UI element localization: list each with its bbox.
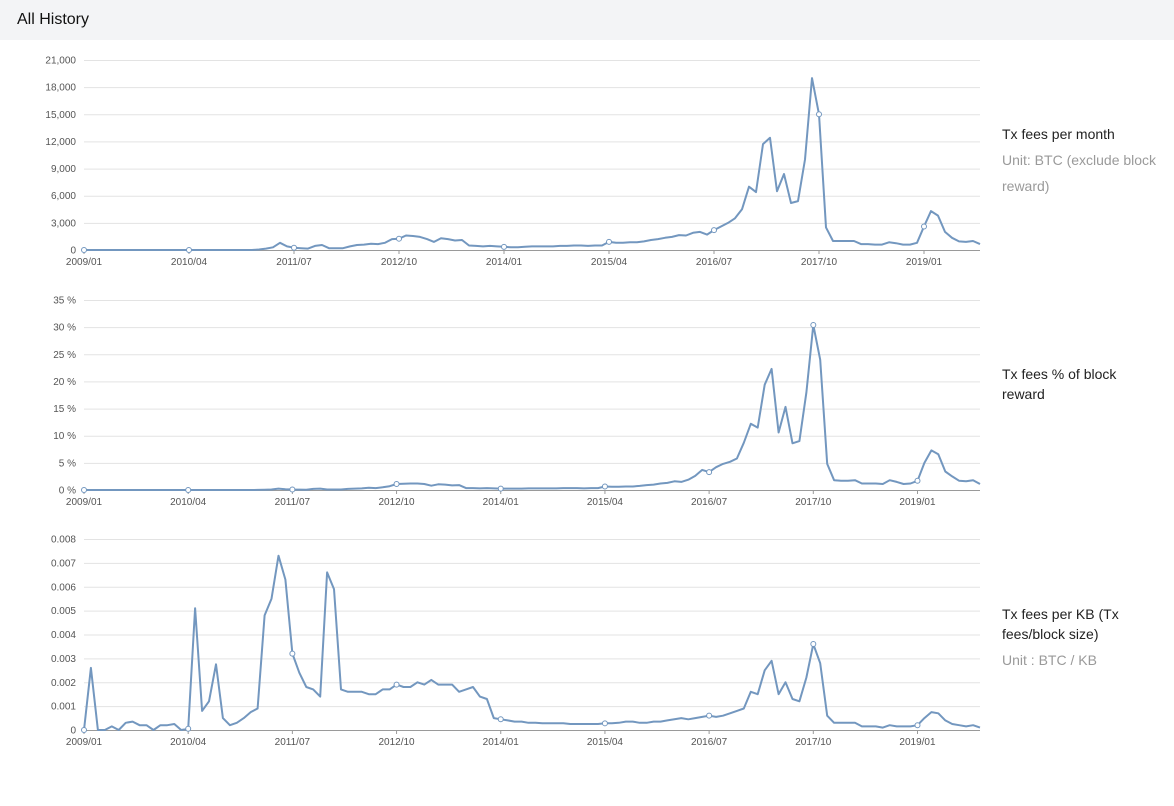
series-line [84,77,981,251]
panel-fees-percent: Tx fees % of block reward [1002,364,1162,407]
x-tick-label: 2019/01 [906,257,943,268]
panel-title: Tx fees % of block reward [1002,366,1117,402]
data-point-marker [81,727,87,733]
fees-percent-chart: 0 % 5 % 10 % 15 % 20 % 25 % 30 % 35 % 2009/01 201… [53,296,981,508]
y-tick-label: 0.003 [51,654,76,665]
x-tick-label: 2017/10 [795,497,832,508]
data-point-marker [393,681,400,688]
panel-fees-per-month: Tx fees per month Unit: BTC (exclude blo… [1002,124,1162,199]
panel-unit: Unit: BTC (exclude block reward) [1002,152,1157,194]
x-tick-label: 2014/01 [483,737,520,748]
data-point-marker [81,487,87,493]
x-tick-label: 2015/04 [587,497,624,508]
x-tick-label: 2019/01 [899,737,936,748]
y-tick-label: 0.008 [51,535,76,546]
data-point-marker [497,485,504,492]
data-point-marker [291,244,297,251]
panel-unit: Unit : BTC / KB [1002,652,1097,668]
y-tick-label: 0.004 [51,630,76,641]
x-tick-label: 2012/10 [378,737,415,748]
y-tick-label: 0.007 [51,558,76,569]
data-point-marker [706,469,713,476]
y-tick-label: 18,000 [45,83,76,94]
data-point-marker [185,725,192,732]
panel-title: Tx fees per KB (Tx fees/block size) [1002,606,1119,642]
x-tick-label: 2016/07 [696,257,733,268]
y-tick-label: 6,000 [51,191,76,202]
y-tick-label: 3,000 [51,218,76,229]
y-tick-label: 0 % [59,486,76,497]
data-point-marker [606,238,612,245]
data-point-marker [81,247,87,253]
x-tick-label: 2009/01 [66,737,103,748]
y-tick-label: 5 % [59,458,76,469]
x-tick-label: 2011/07 [275,737,311,748]
panel-fees-per-kb: Tx fees per KB (Tx fees/block size) Unit… [1002,604,1162,673]
x-tick-label: 2016/07 [691,737,728,748]
x-tick-label: 2015/04 [587,737,624,748]
y-tick-label: 15 % [53,404,76,415]
y-tick-label: 35 % [53,296,76,307]
data-point-marker [601,483,608,490]
data-point-marker [501,243,507,250]
data-point-marker [816,111,822,118]
fees-per-month-chart: 0 3,000 6,000 9,000 12,000 15,000 18,000 21,000… [45,56,981,268]
data-point-marker [810,641,817,648]
page-header: All History [0,0,1174,40]
y-tick-label: 12,000 [45,137,76,148]
x-tick-label: 2010/04 [171,257,208,268]
x-tick-label: 2009/01 [66,497,103,508]
data-point-marker [393,481,400,488]
data-point-marker [914,477,921,484]
data-point-marker [497,716,504,723]
y-tick-label: 0.002 [51,678,76,689]
data-point-marker [289,650,296,657]
y-tick-label: 0 [70,726,76,737]
data-point-marker [706,712,713,719]
y-tick-label: 0 [70,246,76,257]
x-tick-label: 2011/07 [276,257,312,268]
data-point-marker [601,720,608,727]
panel-title: Tx fees per month [1002,126,1115,142]
series-line [84,324,981,491]
x-tick-label: 2012/10 [381,257,418,268]
x-tick-label: 2010/04 [170,737,207,748]
y-tick-label: 21,000 [45,56,76,67]
data-point-marker [810,321,817,328]
page-title: All History [17,11,90,28]
x-tick-label: 2019/01 [899,497,936,508]
x-tick-label: 2015/04 [591,257,628,268]
data-point-marker [914,722,921,729]
data-point-marker [921,223,927,230]
y-tick-label: 10 % [53,431,76,442]
x-tick-label: 2014/01 [483,497,520,508]
y-tick-label: 30 % [53,323,76,334]
y-tick-label: 25 % [53,350,76,361]
x-tick-label: 2012/10 [378,497,415,508]
data-point-marker [185,487,192,493]
x-tick-label: 2017/10 [795,737,832,748]
y-tick-label: 15,000 [45,110,76,121]
x-tick-label: 2010/04 [170,497,207,508]
x-tick-label: 2009/01 [66,257,103,268]
x-tick-label: 2017/10 [801,257,838,268]
x-tick-label: 2016/07 [691,497,728,508]
data-point-marker [186,247,192,253]
y-tick-label: 0.001 [51,702,76,713]
y-tick-label: 9,000 [51,164,76,175]
data-point-marker [396,235,402,242]
x-tick-label: 2014/01 [486,257,523,268]
data-point-marker [289,486,296,493]
series-line [83,554,981,731]
y-tick-label: 20 % [53,377,76,388]
y-tick-label: 0.005 [51,606,76,617]
fees-per-kb-chart: 0 0.001 0.002 0.003 0.004 0.005 0.006 0.007 0.00… [51,535,981,748]
x-tick-label: 2011/07 [275,497,311,508]
data-point-marker [711,227,717,234]
y-tick-label: 0.006 [51,582,76,593]
